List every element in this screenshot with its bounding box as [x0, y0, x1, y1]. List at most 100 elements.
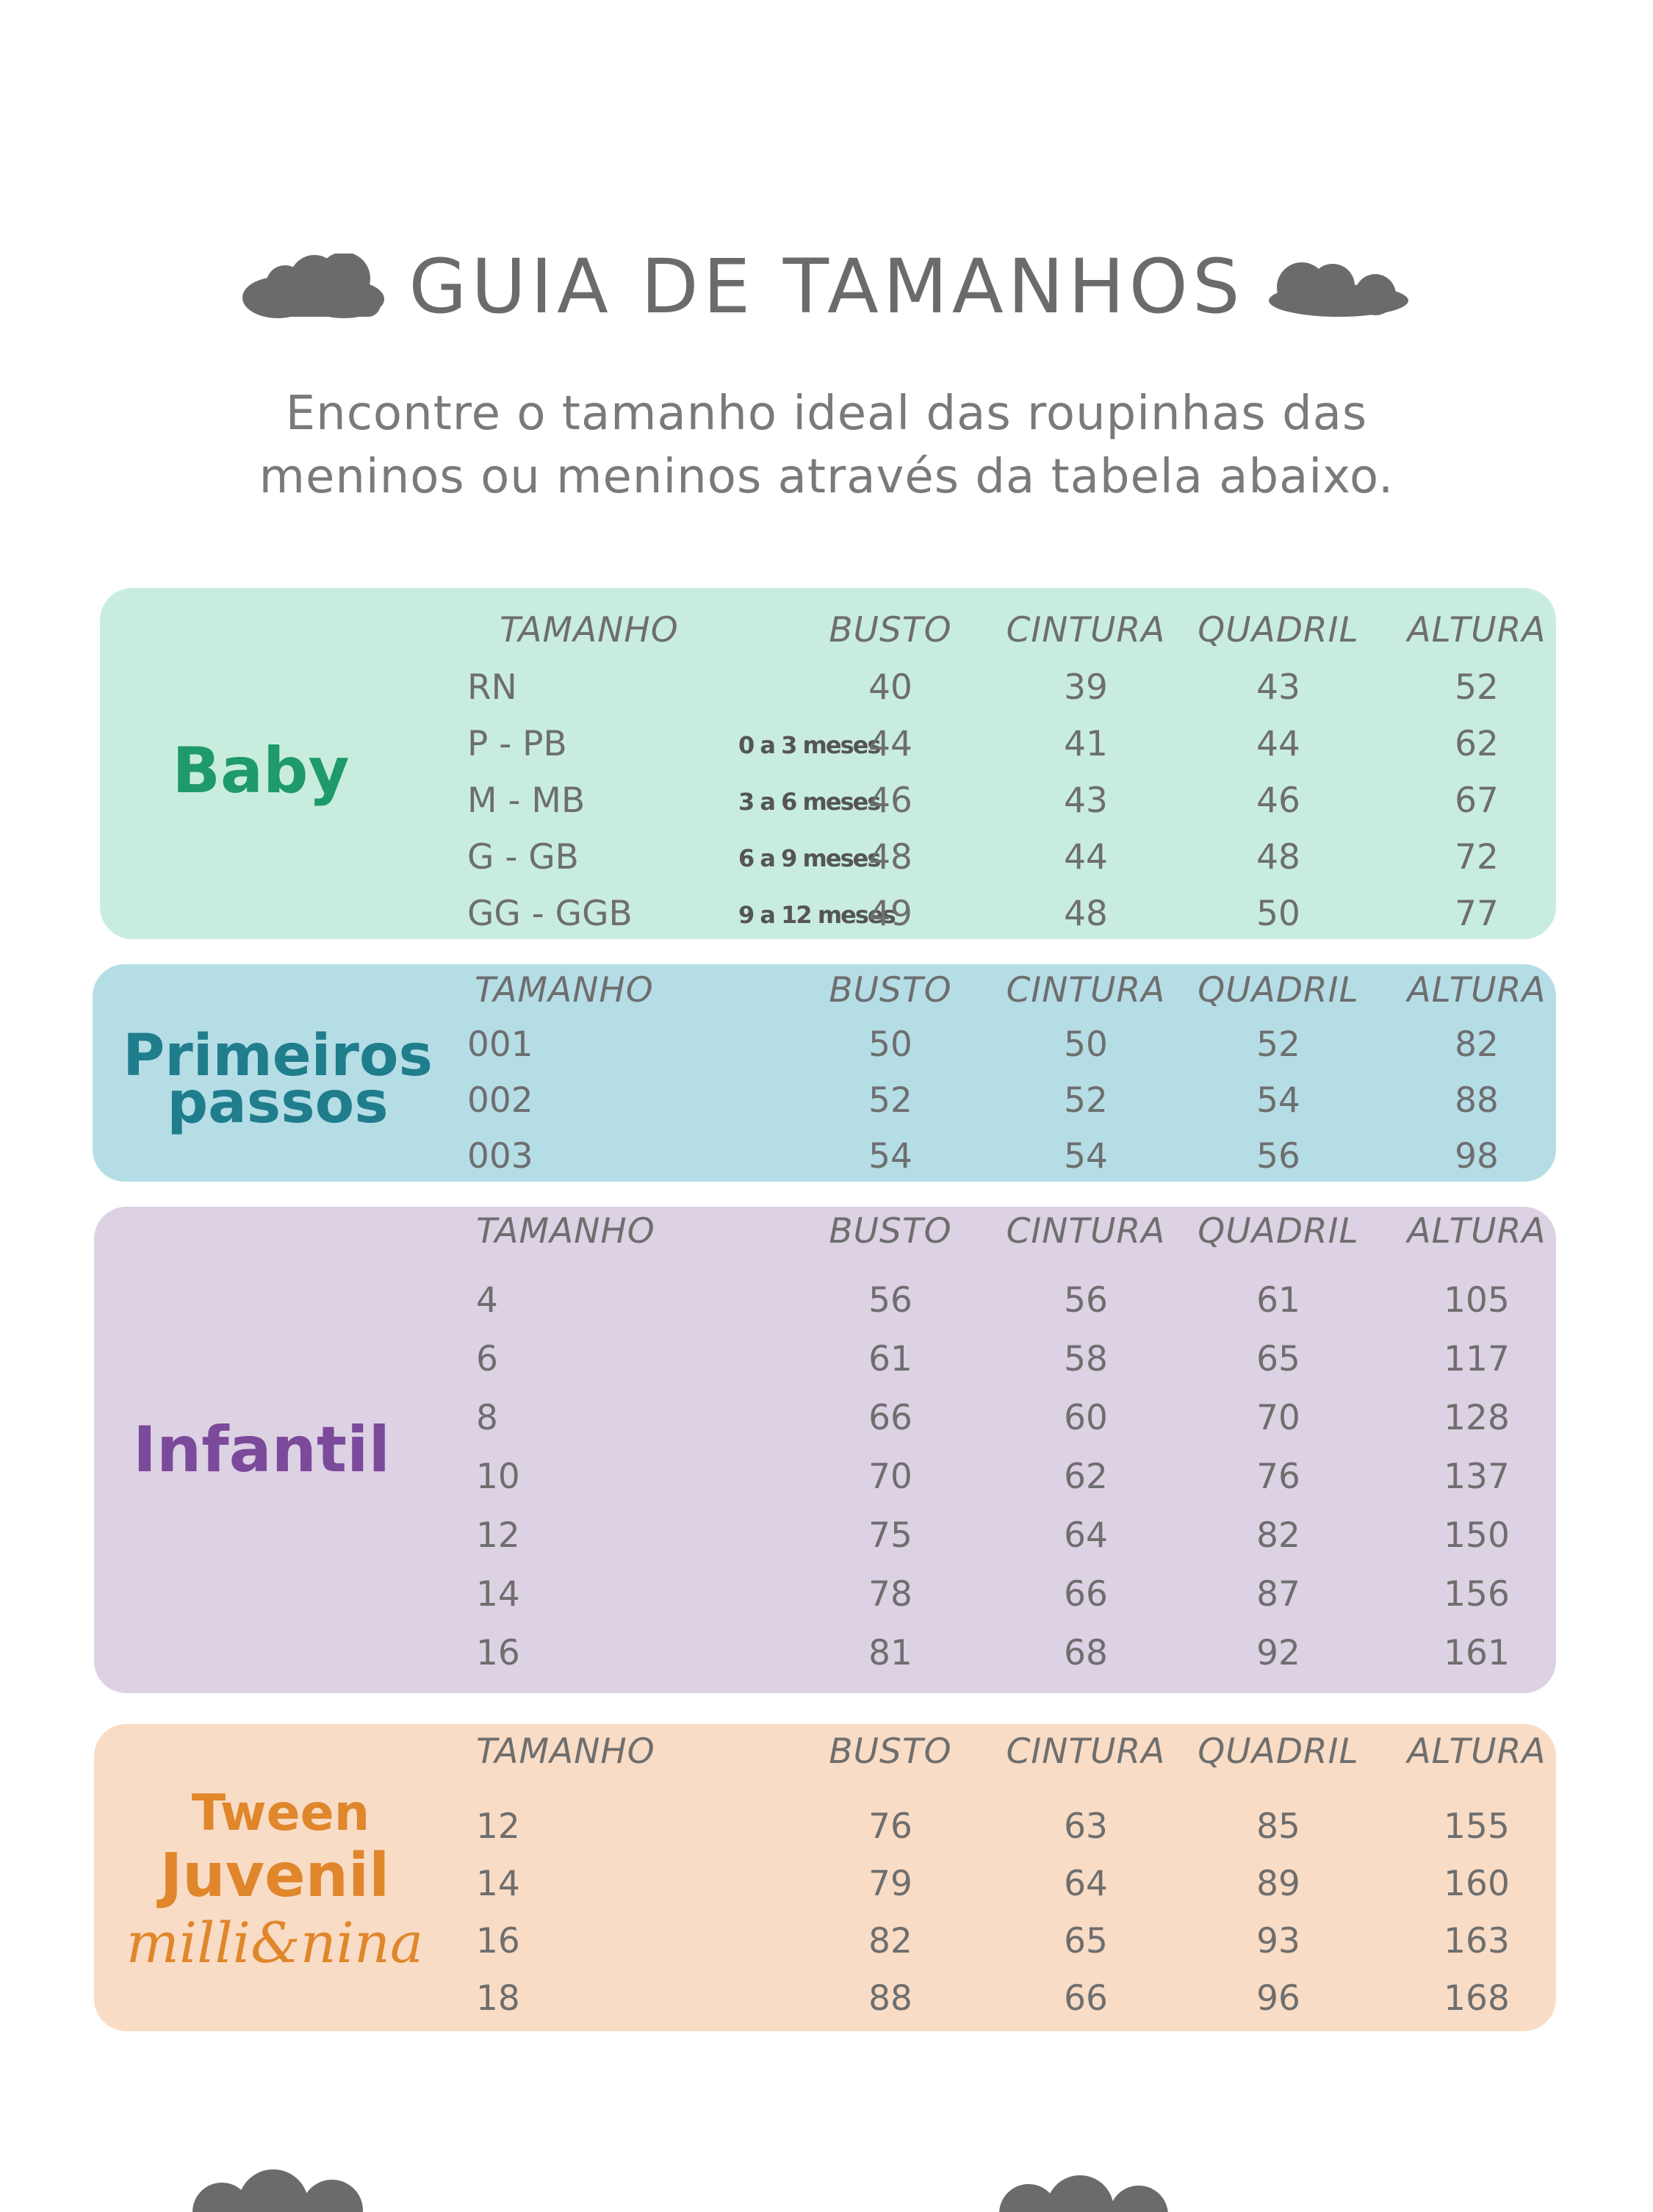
column-header: TAMANHO [475, 970, 654, 1010]
column-header: QUADRIL [1198, 1211, 1359, 1252]
quadril-value: 70 [1256, 1398, 1300, 1438]
column-header: QUADRIL [1198, 970, 1359, 1010]
column-header: CINTURA [1006, 1731, 1166, 1772]
age-range: 9 a 12 meses [738, 901, 896, 929]
busto-value: 52 [868, 1080, 912, 1121]
cintura-value: 39 [1064, 667, 1108, 708]
section-label-primeiros-passos: passos [167, 1070, 389, 1136]
busto-value: 44 [868, 724, 912, 764]
cintura-value: 60 [1064, 1398, 1108, 1438]
section-label-primeiros-passos: Primeiros [123, 1023, 433, 1089]
quadril-value: 85 [1256, 1806, 1300, 1847]
altura-value: 161 [1444, 1633, 1510, 1673]
cintura-value: 43 [1064, 780, 1108, 821]
size-value: M - MB [467, 780, 586, 821]
busto-value: 75 [868, 1515, 912, 1556]
column-header: BUSTO [829, 610, 952, 650]
size-value: 8 [476, 1398, 498, 1438]
column-header: CINTURA [1006, 610, 1166, 650]
quadril-value: 96 [1256, 1978, 1300, 2019]
altura-value: 82 [1455, 1024, 1499, 1065]
cintura-value: 64 [1064, 1864, 1108, 1904]
altura-value: 117 [1444, 1339, 1510, 1379]
busto-value: 70 [868, 1457, 912, 1497]
cintura-value: 52 [1064, 1080, 1108, 1121]
quadril-value: 43 [1256, 667, 1300, 708]
cintura-value: 66 [1064, 1574, 1108, 1615]
quadril-value: 61 [1256, 1280, 1300, 1321]
altura-value: 137 [1444, 1457, 1510, 1497]
altura-value: 150 [1444, 1515, 1510, 1556]
busto-value: 66 [868, 1398, 912, 1438]
section-label-tween: milli&nina [126, 1910, 424, 1975]
busto-value: 79 [868, 1864, 912, 1904]
altura-value: 105 [1444, 1280, 1510, 1321]
column-header: ALTURA [1407, 1211, 1546, 1252]
size-value: 002 [467, 1080, 533, 1121]
age-range: 6 a 9 meses [738, 844, 881, 872]
cintura-value: 62 [1064, 1457, 1108, 1497]
column-header: ALTURA [1407, 1731, 1546, 1772]
cintura-value: 56 [1064, 1280, 1108, 1321]
quadril-value: 50 [1256, 894, 1300, 934]
section-label-infantil: Infantil [133, 1413, 390, 1487]
column-header: CINTURA [1006, 970, 1166, 1010]
column-header: BUSTO [829, 1731, 952, 1772]
column-header: QUADRIL [1198, 1731, 1359, 1772]
cintura-value: 41 [1064, 724, 1108, 764]
column-header: TAMANHO [476, 1731, 655, 1772]
altura-value: 67 [1455, 780, 1499, 821]
altura-value: 156 [1444, 1574, 1510, 1615]
intro-text: Encontre o tamanho ideal das roupinhas d… [259, 387, 1394, 504]
size-value: 6 [476, 1339, 498, 1379]
column-header: TAMANHO [500, 610, 679, 650]
altura-value: 77 [1455, 894, 1499, 934]
section-label-tween: Juvenil [159, 1841, 390, 1911]
column-header: ALTURA [1407, 610, 1546, 650]
quadril-value: 92 [1256, 1633, 1300, 1673]
busto-value: 78 [868, 1574, 912, 1615]
altura-value: 155 [1444, 1806, 1510, 1847]
cintura-value: 48 [1064, 894, 1108, 934]
busto-value: 88 [868, 1978, 912, 2019]
altura-value: 163 [1444, 1921, 1510, 1961]
size-value: 12 [476, 1515, 520, 1556]
busto-value: 81 [868, 1633, 912, 1673]
cintura-value: 58 [1064, 1339, 1108, 1379]
altura-value: 168 [1444, 1978, 1510, 2019]
busto-value: 46 [868, 780, 912, 821]
size-value: 14 [476, 1574, 520, 1615]
size-value: RN [467, 667, 517, 708]
cintura-value: 63 [1064, 1806, 1108, 1847]
size-value: 12 [476, 1806, 520, 1847]
busto-value: 76 [868, 1806, 912, 1847]
cintura-value: 68 [1064, 1633, 1108, 1673]
size-value: 14 [476, 1864, 520, 1904]
quadril-value: 54 [1256, 1080, 1300, 1121]
busto-value: 82 [868, 1921, 912, 1961]
quadril-value: 48 [1256, 837, 1300, 877]
quadril-value: 65 [1256, 1339, 1300, 1379]
quadril-value: 56 [1256, 1136, 1300, 1177]
altura-value: 98 [1455, 1136, 1499, 1177]
cloud-icon [1268, 262, 1408, 317]
size-value: 10 [476, 1457, 520, 1497]
column-header: BUSTO [829, 1211, 952, 1252]
cintura-value: 64 [1064, 1515, 1108, 1556]
age-range: 0 a 3 meses [738, 731, 881, 759]
altura-value: 88 [1455, 1080, 1499, 1121]
size-value: 16 [476, 1921, 520, 1961]
busto-value: 49 [868, 894, 912, 934]
column-header: TAMANHO [476, 1211, 655, 1252]
busto-value: 48 [868, 837, 912, 877]
cloud-icon [242, 254, 385, 318]
altura-value: 160 [1444, 1864, 1510, 1904]
size-value: 003 [467, 1136, 533, 1177]
age-range: 3 a 6 meses [738, 788, 881, 816]
quadril-value: 82 [1256, 1515, 1300, 1556]
size-value: 001 [467, 1024, 533, 1065]
size-value: G - GB [467, 837, 579, 877]
size-value: 16 [476, 1633, 520, 1673]
altura-value: 52 [1455, 667, 1499, 708]
quadril-value: 46 [1256, 780, 1300, 821]
